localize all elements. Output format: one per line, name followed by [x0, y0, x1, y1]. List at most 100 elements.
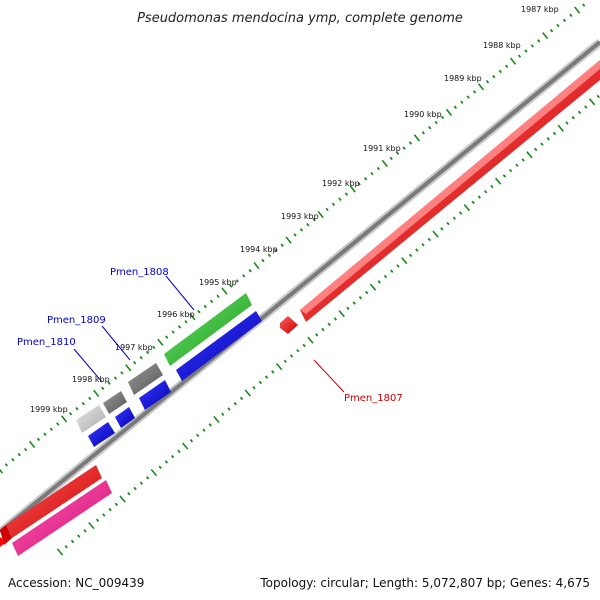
feature-forward-cds-long[interactable]: [300, 60, 600, 322]
scale-tick-minor: [189, 439, 194, 443]
scale-tick-major: [221, 287, 228, 295]
scale-tick-minor: [81, 401, 86, 406]
scale-label: 1992 kbp: [322, 179, 360, 188]
scale-tick-minor: [377, 280, 381, 284]
scale-tick-major: [574, 6, 581, 14]
scale-tick-minor: [577, 110, 582, 115]
scale-tick-minor: [477, 195, 481, 199]
feature-reverse-cds-1810[interactable]: [88, 422, 115, 447]
feature-pseudo-light[interactable]: [76, 405, 106, 433]
scale-tick-minor: [440, 227, 444, 231]
scale-tick-minor: [235, 279, 239, 283]
feature-reverse-cds-1809[interactable]: [115, 407, 135, 428]
callout-lines: [73, 275, 345, 393]
scale-tick-minor: [327, 322, 331, 326]
scale-label: 1991 kbp: [363, 144, 401, 153]
scale-tick-minor: [315, 333, 319, 337]
scale-tick-minor: [466, 95, 470, 99]
scale-tick-minor: [338, 197, 342, 201]
scale-tick-minor: [584, 105, 588, 109]
scale-tick-minor: [383, 274, 388, 279]
scale-tick-minor: [537, 39, 541, 43]
scale-tick-minor: [331, 202, 336, 207]
gene-label-pmen-1810[interactable]: Pmen_1810: [17, 337, 76, 348]
scale-tick-minor: [248, 269, 252, 273]
scale-tick-minor: [582, 3, 586, 7]
genome-backbone: [0, 38, 600, 536]
scale-tick-minor: [502, 174, 507, 178]
scale-tick-minor: [485, 79, 490, 84]
scale-tick-minor: [177, 449, 181, 454]
scale-tick-minor: [208, 423, 212, 427]
scale-tick-minor: [56, 422, 60, 426]
map-title: Pseudomonas mendocina ymp, complete geno…: [137, 11, 463, 26]
scale-tick-minor: [562, 18, 567, 23]
scale-tick-minor: [202, 428, 206, 432]
scale-tick-minor: [139, 481, 143, 485]
scale-tick-major: [275, 362, 283, 371]
scale-tick-minor: [390, 269, 394, 273]
scale-tick-minor: [113, 376, 118, 380]
scale-label: 1995 kbp: [199, 278, 237, 287]
feature-left-edge-red[interactable]: [0, 537, 6, 547]
feature-reverse-cds-1808[interactable]: [139, 380, 171, 410]
scale-tick-minor: [358, 296, 363, 300]
scale-tick-major: [93, 389, 100, 397]
scale-tick-minor: [460, 100, 464, 104]
feature-rna-green[interactable]: [164, 293, 252, 366]
scale-tick-major: [56, 548, 64, 556]
scale-tick-minor: [530, 44, 534, 48]
scale-tick-minor: [427, 237, 431, 242]
scale-tick-minor: [68, 412, 73, 416]
scale-label: 1994 kbp: [240, 245, 278, 254]
scale-label: 1990 kbp: [404, 110, 442, 119]
scale-tick-minor: [546, 137, 550, 141]
gene-label-pmen-1808[interactable]: Pmen_1808: [110, 267, 169, 278]
scale-labels: 1987 kbp 1988 kbp 1989 kbp 1990 kbp 1991…: [30, 5, 559, 414]
scale-tick-major: [477, 83, 485, 91]
scale-tick-minor: [196, 433, 200, 438]
feature-misc-pink[interactable]: [12, 480, 112, 556]
scale-tick-major: [244, 389, 252, 397]
feature-pseudo-dark-2[interactable]: [103, 391, 127, 414]
scale-tick-major: [307, 336, 314, 344]
scale-tick-major: [150, 468, 158, 477]
scale-tick-minor: [145, 350, 150, 355]
scale-tick-minor: [312, 217, 316, 222]
scale-tick-minor: [289, 354, 294, 358]
scale-tick-major: [181, 442, 189, 450]
scale-tick-minor: [209, 299, 214, 304]
scale-tick-minor: [565, 121, 569, 125]
feature-pseudo-dark-1[interactable]: [128, 363, 163, 395]
scale-tick-major: [338, 310, 345, 318]
scale-tick-minor: [490, 184, 494, 189]
scale-tick-minor: [197, 309, 201, 314]
scale-tick-minor: [239, 396, 244, 401]
scale-tick-minor: [264, 375, 269, 379]
scale-tick-minor: [77, 534, 81, 538]
scale-label: 1998 kbp: [72, 375, 110, 384]
scale-tick-minor: [271, 370, 275, 374]
scale-tick-minor: [357, 182, 361, 186]
scale-tick-major: [213, 415, 220, 424]
scale-tick-major: [401, 257, 408, 265]
scale-tick-minor: [363, 177, 368, 181]
scale-tick-minor: [261, 258, 265, 263]
scale-label: 1989 kbp: [444, 74, 482, 83]
scale-tick-minor: [321, 327, 325, 332]
scale-tick-major: [445, 108, 453, 116]
scale-tick-minor: [299, 228, 304, 232]
outer-scale-ticks: [0, 3, 586, 474]
scale-tick-minor: [552, 131, 557, 136]
scale-tick-minor: [283, 359, 287, 363]
scale-tick-minor: [203, 304, 207, 309]
scale-tick-major: [432, 230, 439, 238]
scale-tick-major: [119, 495, 126, 503]
feature-reverse-cds-1807[interactable]: [176, 311, 262, 381]
feature-forward-cds-small[interactable]: [280, 316, 298, 334]
gene-label-pmen-1809[interactable]: Pmen_1809: [47, 315, 106, 326]
scale-tick-major: [542, 32, 549, 40]
gene-label-pmen-1807[interactable]: Pmen_1807: [344, 393, 403, 404]
scale-tick-minor: [24, 447, 28, 452]
scale-tick-minor: [274, 248, 278, 253]
